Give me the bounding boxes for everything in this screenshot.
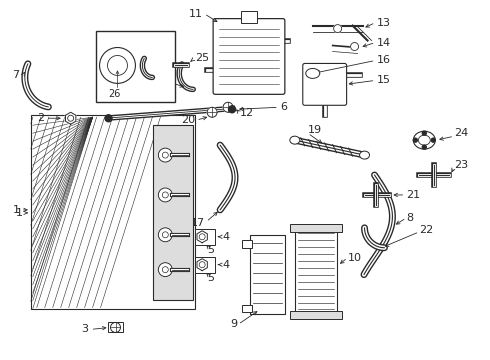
Bar [96,31,175,102]
Circle shape [158,188,172,202]
Polygon shape [197,231,207,243]
Circle shape [107,55,127,75]
Bar [290,224,342,232]
Circle shape [99,48,135,84]
Text: 16: 16 [376,55,391,66]
Polygon shape [197,259,207,271]
Circle shape [431,138,435,142]
Circle shape [223,102,233,112]
Ellipse shape [290,136,300,144]
Circle shape [158,228,172,242]
FancyBboxPatch shape [303,63,346,105]
Text: 19: 19 [308,125,322,135]
Circle shape [350,42,359,50]
Circle shape [111,323,121,332]
Text: 1: 1 [12,205,20,215]
Ellipse shape [418,135,430,145]
Text: 7: 7 [12,71,20,80]
Text: 11: 11 [189,9,203,19]
Bar [295,228,337,315]
Circle shape [422,131,426,135]
Circle shape [158,263,172,276]
Text: 24: 24 [454,128,468,138]
Text: 4: 4 [222,260,229,270]
Circle shape [207,107,217,117]
Bar [195,229,215,245]
Text: 3: 3 [82,324,89,334]
Text: 2: 2 [37,113,44,123]
Bar [242,240,252,248]
Bar [31,115,195,310]
Ellipse shape [414,131,435,149]
Text: 4: 4 [222,232,229,242]
Text: 22: 22 [419,225,434,235]
Circle shape [334,24,342,32]
Text: 21: 21 [406,190,420,200]
Text: 23: 23 [454,160,468,170]
Ellipse shape [306,68,319,78]
Circle shape [228,106,236,113]
Text: 13: 13 [376,18,391,28]
Bar [195,257,215,273]
Text: 10: 10 [347,253,362,263]
Circle shape [158,148,172,162]
Text: 5: 5 [207,245,214,255]
Bar [290,311,342,319]
Text: 26: 26 [108,89,121,99]
Text: 12: 12 [240,108,254,118]
Bar [250,235,285,315]
Bar [241,11,257,23]
Text: 15: 15 [376,75,391,85]
Text: 8: 8 [406,213,414,223]
Text: 6: 6 [280,102,287,112]
Text: 5: 5 [207,273,214,283]
Text: 25: 25 [195,54,209,63]
Polygon shape [66,112,76,124]
Bar [107,323,123,332]
FancyBboxPatch shape [213,19,285,94]
Bar [153,125,193,300]
Text: 9: 9 [230,319,237,329]
Bar [242,305,252,312]
Ellipse shape [360,151,369,159]
Circle shape [422,145,426,149]
Text: 1: 1 [15,208,23,218]
Circle shape [105,115,112,122]
Text: 18: 18 [148,75,162,85]
Text: 20: 20 [181,115,195,125]
Text: 17: 17 [191,218,205,228]
Circle shape [414,138,417,142]
Text: 14: 14 [376,37,391,48]
